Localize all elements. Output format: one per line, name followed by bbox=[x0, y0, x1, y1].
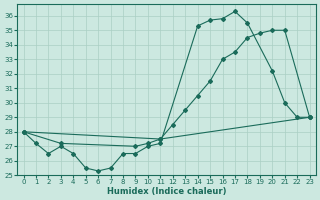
X-axis label: Humidex (Indice chaleur): Humidex (Indice chaleur) bbox=[107, 187, 226, 196]
